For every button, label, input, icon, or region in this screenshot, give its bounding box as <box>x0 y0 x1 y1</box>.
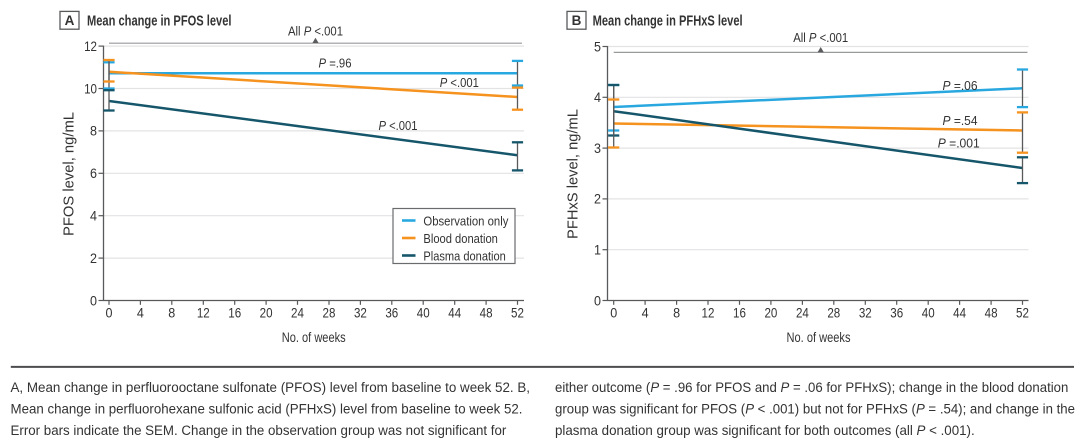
svg-text:28: 28 <box>323 305 336 320</box>
svg-text:12: 12 <box>197 305 210 320</box>
svg-text:16: 16 <box>733 305 746 320</box>
svg-text:3: 3 <box>594 140 601 156</box>
svg-text:All P <.001: All P <.001 <box>288 24 343 39</box>
svg-text:16: 16 <box>228 305 241 320</box>
svg-text:No. of weeks: No. of weeks <box>282 330 346 345</box>
svg-text:0: 0 <box>106 305 113 321</box>
svg-text:4: 4 <box>642 305 649 321</box>
svg-text:B: B <box>572 13 582 28</box>
svg-text:Plasma donation: Plasma donation <box>423 248 505 263</box>
svg-text:Error bars indicate the SEM. C: Error bars indicate the SEM. Change in t… <box>11 423 507 438</box>
svg-text:44: 44 <box>448 305 461 320</box>
svg-text:All P <.001: All P <.001 <box>793 30 848 45</box>
svg-text:8: 8 <box>673 305 680 321</box>
svg-text:6: 6 <box>90 166 97 182</box>
svg-text:40: 40 <box>922 305 935 320</box>
svg-text:28: 28 <box>827 305 840 320</box>
svg-text:32: 32 <box>354 305 367 320</box>
svg-text:12: 12 <box>702 305 715 320</box>
svg-text:5: 5 <box>594 39 601 55</box>
svg-text:No. of weeks: No. of weeks <box>787 330 851 345</box>
svg-text:Mean change in PFOS level: Mean change in PFOS level <box>87 12 231 29</box>
svg-text:48: 48 <box>985 305 998 320</box>
svg-text:Mean change in perfluorohexane: Mean change in perfluorohexane sulfonic … <box>11 401 523 416</box>
svg-text:Blood donation: Blood donation <box>423 231 497 246</box>
svg-text:group was significant for PFOS: group was significant for PFOS (P < .001… <box>555 401 1075 416</box>
svg-text:20: 20 <box>764 305 777 320</box>
svg-text:0: 0 <box>610 305 617 321</box>
svg-text:4: 4 <box>137 305 144 321</box>
svg-text:36: 36 <box>890 305 903 320</box>
svg-text:24: 24 <box>796 305 809 320</box>
svg-text:either outcome (P = .96 for PF: either outcome (P = .96 for PFOS and P =… <box>555 380 1068 395</box>
svg-text:36: 36 <box>385 305 398 320</box>
svg-text:plasma donation group was sign: plasma donation group was significant fo… <box>555 423 975 438</box>
svg-text:P =.96: P =.96 <box>319 56 352 71</box>
svg-text:Observation only: Observation only <box>423 214 509 229</box>
svg-text:Mean change in PFHxS level: Mean change in PFHxS level <box>593 12 743 29</box>
svg-text:P <.001: P <.001 <box>378 118 417 133</box>
svg-text:1: 1 <box>594 242 601 258</box>
svg-text:32: 32 <box>859 305 872 320</box>
svg-text:8: 8 <box>90 123 97 139</box>
svg-text:A: A <box>65 13 75 28</box>
svg-text:P =.06: P =.06 <box>943 79 978 94</box>
svg-text:4: 4 <box>90 208 97 224</box>
svg-text:0: 0 <box>594 293 601 309</box>
svg-text:P =.54: P =.54 <box>943 114 978 129</box>
svg-text:A, Mean change in perfluorooct: A, Mean change in perfluorooctane sulfon… <box>11 380 530 395</box>
svg-text:52: 52 <box>511 305 524 320</box>
svg-text:8: 8 <box>168 305 175 321</box>
svg-text:P =.001: P =.001 <box>938 136 980 150</box>
svg-text:P <.001: P <.001 <box>440 75 479 90</box>
svg-text:PFOS level, ng/mL: PFOS level, ng/mL <box>61 112 77 236</box>
svg-text:10: 10 <box>84 81 97 96</box>
svg-text:44: 44 <box>953 305 966 320</box>
svg-text:4: 4 <box>594 90 601 106</box>
svg-text:20: 20 <box>260 305 273 320</box>
svg-text:40: 40 <box>417 305 430 320</box>
svg-text:PFHxS level, ng/mL: PFHxS level, ng/mL <box>565 109 581 239</box>
svg-text:24: 24 <box>291 305 304 320</box>
svg-text:48: 48 <box>480 305 493 320</box>
svg-text:12: 12 <box>84 39 97 54</box>
svg-text:2: 2 <box>594 191 601 207</box>
svg-text:2: 2 <box>90 250 97 266</box>
svg-text:52: 52 <box>1016 305 1029 320</box>
svg-text:0: 0 <box>90 293 97 309</box>
